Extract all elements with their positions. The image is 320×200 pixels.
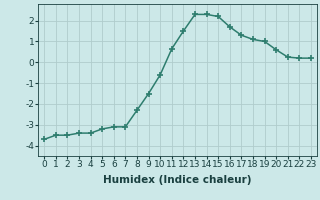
X-axis label: Humidex (Indice chaleur): Humidex (Indice chaleur): [103, 175, 252, 185]
